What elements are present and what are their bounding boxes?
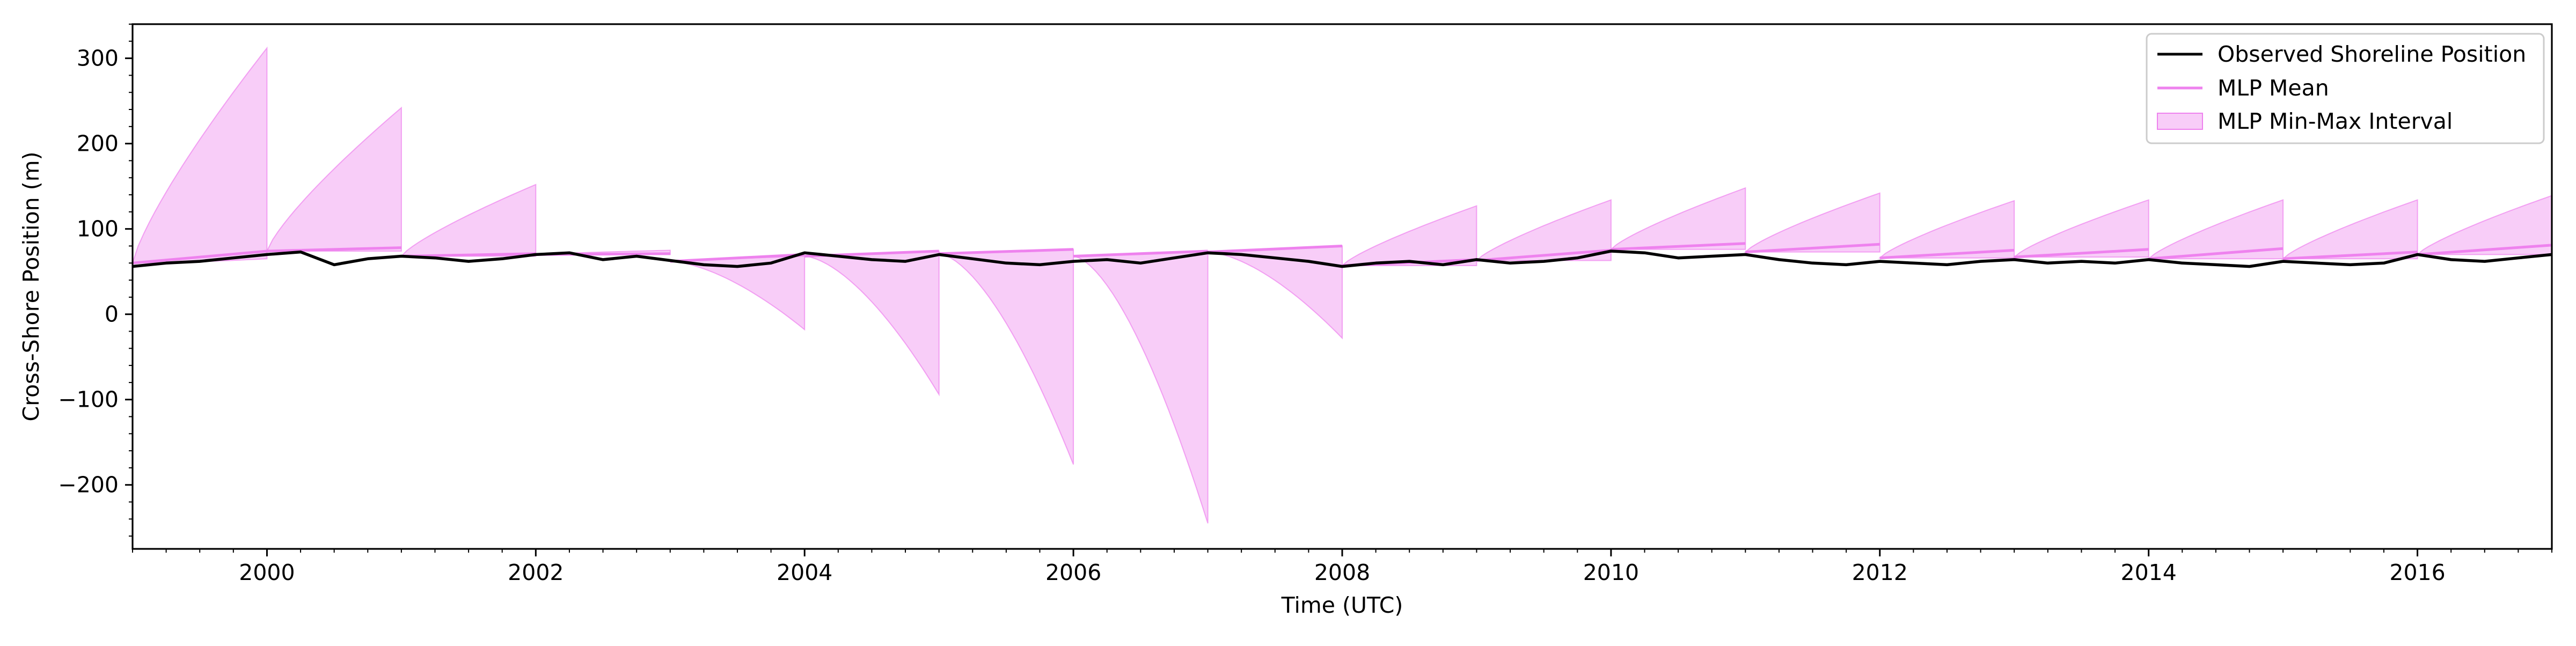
legend-mean-label: MLP Mean: [2218, 75, 2329, 101]
mean-segment-14: [2014, 248, 2149, 259]
y-tick-label: 300: [77, 46, 119, 71]
x-tick-label: 2014: [2120, 560, 2176, 585]
interval-band-15: [2147, 199, 2284, 260]
observed-layer: [132, 249, 2552, 268]
interval-band-13: [1878, 200, 2015, 259]
mean-segment-7: [1073, 249, 1208, 258]
observed-line: [132, 249, 2552, 268]
mean-segment-15: [2148, 247, 2284, 260]
mean-segment-6: [939, 248, 1074, 255]
mean-segment-16: [2282, 251, 2418, 260]
legend: Observed Shoreline Position MLP Mean MLP…: [2146, 33, 2545, 144]
interval-band-12: [1744, 192, 1880, 253]
mean-segment-13: [1879, 248, 2015, 260]
mean-segment-12: [1745, 243, 1880, 254]
legend-interval-swatch: [2157, 113, 2203, 130]
interval-band-11: [1609, 187, 1746, 250]
mean-segment-10: [1476, 248, 1612, 262]
mean-segment-8: [1208, 245, 1343, 254]
interval-band-10: [1475, 199, 1612, 261]
x-axis-label: Time (UTC): [1281, 592, 1403, 618]
mean-segment-11: [1611, 242, 1746, 251]
y-tick-label: −200: [58, 472, 119, 498]
y-tick-label: −100: [58, 387, 119, 413]
legend-observed-label: Observed Shoreline Position: [2218, 41, 2526, 67]
x-tick-label: 2000: [239, 560, 295, 585]
interval-band-14: [2012, 199, 2149, 258]
y-tick-label: 200: [77, 131, 119, 157]
legend-frame: [2146, 33, 2545, 144]
legend-interval-label: MLP Min-Max Interval: [2218, 108, 2453, 134]
mean-segment-4: [670, 253, 805, 263]
y-tick-label: 0: [105, 302, 119, 327]
mean-segment-1: [267, 246, 401, 253]
x-tick-label: 2012: [1852, 560, 1908, 585]
x-axis: 2000 2002 2004 2006 2008 2010 2012 2014 2016: [132, 549, 2552, 585]
band-layer: [131, 46, 2552, 524]
x-tick-label: 2010: [1583, 560, 1639, 585]
y-axis-label: Cross-Shore Position (m): [18, 151, 44, 421]
mean-segment-2: [401, 252, 536, 258]
mean-segment-17: [2417, 244, 2552, 256]
x-tick-label: 2008: [1314, 560, 1370, 585]
x-tick-label: 2016: [2389, 560, 2445, 585]
mean-segment-0: [132, 249, 267, 265]
y-axis: 300 200 100 0 −100 −200: [58, 24, 133, 537]
y-tick-label: 100: [77, 216, 119, 242]
x-tick-label: 2004: [777, 560, 832, 585]
x-tick-label: 2002: [508, 560, 564, 585]
x-tick-label: 2006: [1045, 560, 1101, 585]
interval-band-16: [2281, 199, 2418, 260]
interval-band-9: [1341, 205, 1477, 266]
